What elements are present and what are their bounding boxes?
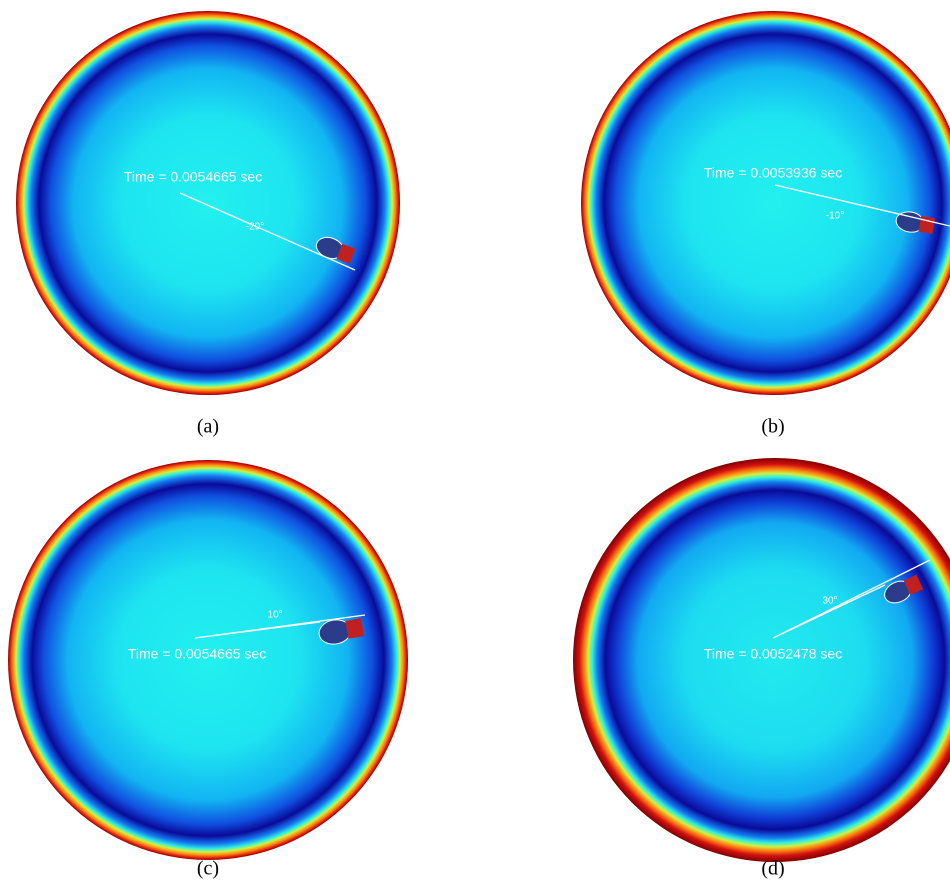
time-label: Time = 0.0054665 sec: [124, 169, 262, 185]
caption: (c): [197, 858, 219, 880]
caption: (a): [197, 416, 219, 438]
panel-c: Time = 0.0054665 sec 10° (c): [8, 460, 408, 880]
field-disc: [16, 11, 400, 395]
time-label: Time = 0.0053936 sec: [704, 165, 842, 181]
angle-label: 30°: [822, 596, 837, 607]
angle-label: -10°: [826, 211, 844, 222]
panel-d: Time = 0.0052478 sec 30° (d): [573, 458, 950, 880]
caption: (d): [761, 858, 784, 880]
angle-label: -20°: [246, 222, 264, 233]
angle-label: 10°: [267, 610, 282, 621]
field-disc: [581, 11, 950, 395]
panel-b: Time = 0.0053936 sec -10° (b): [581, 11, 950, 438]
figure: Time = 0.0054665 sec -20° (a) Time = 0.0…: [0, 0, 950, 893]
time-label: Time = 0.0052478 sec: [704, 646, 842, 662]
time-label: Time = 0.0054665 sec: [128, 646, 266, 662]
panel-a: Time = 0.0054665 sec -20° (a): [16, 11, 400, 438]
caption: (b): [761, 416, 784, 438]
